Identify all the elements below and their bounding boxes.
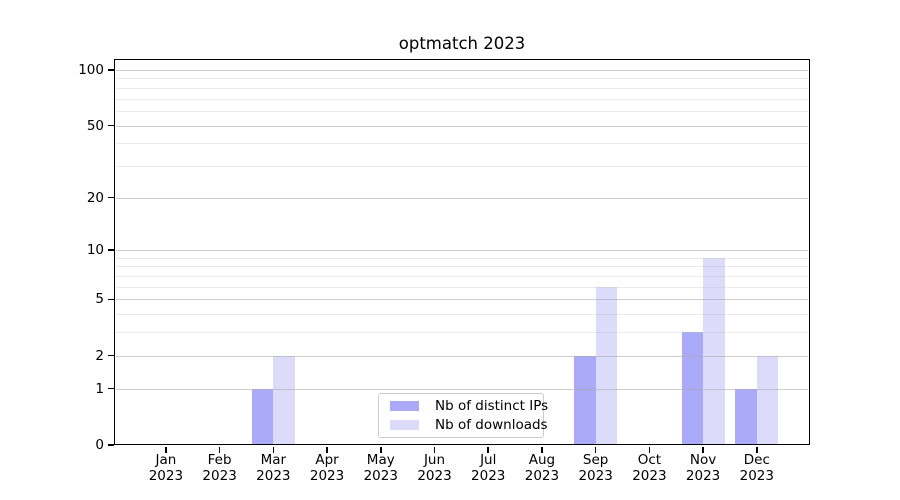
- xtick-feb: [218, 447, 221, 453]
- xtick-label-dec: Dec 2023: [739, 452, 774, 484]
- gridline-minor-80: [115, 87, 809, 89]
- gridline-minor-4: [115, 314, 809, 316]
- xtick-label-jul: Jul 2023: [471, 452, 506, 484]
- bar-distinct-ips-nov: [681, 332, 704, 445]
- xtick-label-jun: Jun 2023: [417, 452, 452, 484]
- chart-title: optmatch 2023: [398, 34, 526, 53]
- ytick-label-10: 10: [86, 242, 104, 259]
- xtick-mar: [272, 447, 275, 453]
- xtick-jul: [487, 447, 489, 453]
- legend-label-downloads: Nb of downloads: [435, 416, 548, 433]
- xtick-label-may: May 2023: [363, 452, 398, 484]
- gridline-minor-8: [115, 266, 809, 268]
- gridline-major-20: [115, 197, 809, 199]
- gridline-major-2: [115, 355, 809, 357]
- xtick-label-nov: Nov 2023: [685, 452, 721, 484]
- bar-downloads-nov: [703, 257, 725, 445]
- legend-item: Nb of distinct IPs: [379, 398, 548, 414]
- ytick-10: [107, 249, 114, 251]
- xtick-label-apr: Apr 2023: [309, 452, 345, 484]
- xtick-label-sep: Sep 2023: [578, 452, 613, 484]
- gridline-minor-9: [115, 257, 809, 259]
- xtick-sep: [594, 447, 597, 453]
- ytick-100: [107, 69, 114, 71]
- gridline-minor-90: [115, 78, 809, 80]
- xtick-apr: [326, 447, 328, 453]
- ytick-0: [107, 444, 114, 446]
- ytick-label-0: 0: [95, 437, 104, 453]
- xtick-oct: [648, 447, 651, 453]
- ytick-label-50: 50: [86, 117, 104, 134]
- xtick-label-mar: Mar 2023: [256, 452, 291, 484]
- gridline-major-100: [115, 69, 809, 71]
- bar-distinct-ips-sep: [574, 355, 596, 445]
- gridline-minor-7: [115, 276, 809, 278]
- xtick-aug: [541, 447, 543, 453]
- ytick-label-2: 2: [95, 347, 104, 364]
- bar-downloads-dec: [756, 355, 779, 445]
- xtick-label-feb: Feb 2023: [202, 452, 237, 484]
- gridline-minor-3: [115, 332, 809, 334]
- plot-area: [114, 59, 810, 445]
- ytick-50: [107, 124, 114, 127]
- bar-downloads-mar: [273, 355, 295, 445]
- ytick-1: [107, 387, 114, 390]
- bar-downloads-sep: [595, 286, 618, 445]
- ytick-5: [107, 298, 114, 301]
- xtick-jan: [165, 447, 167, 453]
- legend-item: Nb of downloads: [379, 417, 548, 433]
- gridline-major-10: [115, 250, 809, 252]
- gridline-minor-70: [115, 98, 809, 100]
- ytick-label-100: 100: [78, 61, 104, 78]
- xtick-dec: [756, 447, 758, 453]
- xtick-may: [380, 447, 382, 453]
- legend-swatch-distinct-ips: [390, 400, 419, 412]
- gridline-major-5: [115, 299, 809, 301]
- ytick-label-20: 20: [86, 189, 104, 206]
- ytick-label-5: 5: [95, 291, 104, 308]
- xtick-jun: [433, 447, 436, 453]
- xtick-nov: [702, 447, 704, 453]
- gridline-minor-30: [115, 165, 809, 167]
- gridline-minor-60: [115, 110, 809, 112]
- legend-label-distinct-ips: Nb of distinct IPs: [435, 397, 549, 414]
- xtick-label-oct: Oct 2023: [632, 452, 667, 484]
- xtick-label-aug: Aug 2023: [524, 452, 560, 484]
- legend: Nb of distinct IPs Nb of downloads: [378, 393, 548, 438]
- gridline-major-1: [115, 388, 809, 390]
- ytick-2: [107, 354, 114, 357]
- ytick-20: [107, 196, 114, 199]
- bar-distinct-ips-dec: [735, 388, 757, 445]
- legend-swatch-downloads: [390, 419, 419, 431]
- gridline-minor-6: [115, 286, 809, 288]
- xtick-label-jan: Jan 2023: [148, 452, 184, 484]
- gridline-major-50: [115, 125, 809, 127]
- gridline-minor-40: [115, 143, 809, 145]
- bar-distinct-ips-mar: [251, 388, 274, 445]
- ytick-label-1: 1: [95, 380, 104, 397]
